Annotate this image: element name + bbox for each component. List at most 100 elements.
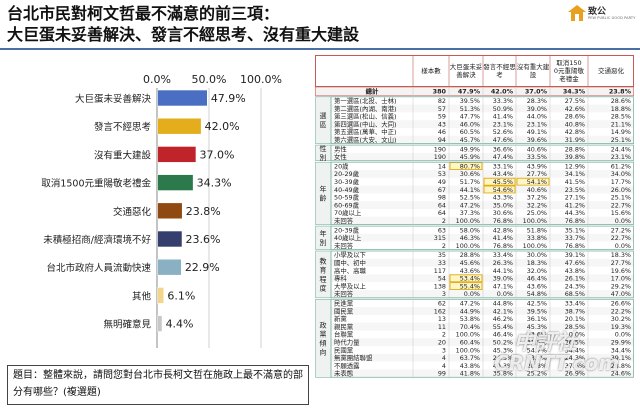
group-block: 第一選區(北投、士林) 82 39.5% 33.3% 28.3% 27.5% 28.6%第二… <box>315 96 634 144</box>
value-label: 6.1% <box>167 289 195 302</box>
group-label: 黨 <box>320 329 327 338</box>
table-row: 第三選區(松山、信義) 59 47.7% 41.4% 44.0% 28.6% 28.5% <box>331 112 634 121</box>
cell-value: 25.0% <box>527 209 547 217</box>
table-row: 未表態 99 41.8% 35.8% 25.2% 26.9% 24.6% <box>331 369 634 378</box>
cell-value: 45.7% <box>460 136 480 144</box>
cell-value: 39.1% <box>611 354 631 362</box>
cell-value: 44.3% <box>565 209 585 217</box>
cell-value: 28.3% <box>527 97 547 105</box>
table-row: 台聯黨 2 100.0% 46.4% 53.6% 0.0% 0.0% <box>331 330 634 339</box>
group-border <box>330 225 634 250</box>
cell-value: 39.5% <box>527 307 547 315</box>
cell-value: 27.5% <box>565 97 585 105</box>
cell-value: 45.9% <box>460 153 480 161</box>
highlight-box <box>449 274 483 283</box>
cell-value: 21.1% <box>611 120 631 128</box>
column-header: 設 <box>530 70 537 79</box>
cell-value: 29.2% <box>611 282 631 290</box>
cell-value: 39.6% <box>527 136 547 144</box>
bar <box>157 230 183 248</box>
row-bg <box>331 314 634 323</box>
cell-value: 162 <box>434 307 446 315</box>
row-label: 70歲以上 <box>334 208 362 217</box>
row-label: 30-39歲 <box>334 177 360 186</box>
question-text: 題目：整體來說，請問您對台北市長柯文哲在施政上最不滿意的部分有哪些？(複選題) <box>13 370 303 398</box>
cell-value: 29.9% <box>611 339 631 347</box>
table-row: 專科 54 53.4% 39.0% 46.4% 26.1% 17.0% <box>331 274 634 283</box>
row-bg <box>331 258 634 267</box>
cell-value: 46.2% <box>493 315 513 323</box>
cell-value: 31.5% <box>527 339 547 347</box>
cell-value: 30.0% <box>527 251 547 259</box>
cell-value: 50.2% <box>493 339 513 347</box>
cell-value: 46 <box>438 128 446 136</box>
row-bg <box>331 266 634 275</box>
cell-value: 54.8% <box>527 290 547 298</box>
cell-value: 41.2% <box>565 201 585 209</box>
row-bg <box>331 120 634 128</box>
group-border <box>330 298 634 378</box>
cell-value: 100.0% <box>523 242 547 250</box>
title-line-1: 台北市民對柯文哲最不滿意的前三項： <box>7 4 280 23</box>
group-label: 性 <box>320 144 327 153</box>
cell-value: 33.3% <box>493 97 513 105</box>
row-bg <box>331 322 634 331</box>
cell-value: 34.4% <box>565 346 585 354</box>
cell-value: 42.1% <box>493 307 513 315</box>
row-label: 40歲以上 <box>334 233 362 242</box>
table-row: 第四選區(中山、大同) 43 46.0% 23.1% 23.1% 40.8% 21.1% <box>331 119 634 128</box>
cell-value: 34.0% <box>611 170 631 178</box>
cell-value: 39.8% <box>565 153 585 161</box>
group-block: 民進黨 62 47.2% 44.8% 42.5% 33.4% 26.6% 國民黨 162 44.9… <box>315 298 634 378</box>
group-border <box>330 96 634 144</box>
cell-value: 47.0% <box>611 290 631 298</box>
cell-value: 28.5% <box>565 323 585 331</box>
category-label: 大巨蛋未妥善解決 <box>75 93 152 105</box>
category-label: 沒有重大建設 <box>94 149 152 161</box>
cell-value: 3 <box>442 290 446 298</box>
table-row: 男性 190 49.9% 36.6% 40.6% 28.8% 24.4% <box>331 144 634 153</box>
row-label: 20-29歲 <box>334 169 360 178</box>
group-label: 向 <box>320 347 327 356</box>
cell-value: 46.4% <box>527 275 547 283</box>
cell-value: 0.0% <box>569 331 585 339</box>
bar <box>157 202 183 220</box>
table-row: 高中、高職 117 43.6% 44.1% 32.0% 43.8% 19.6% <box>331 266 634 275</box>
cell-value: 2 <box>442 242 446 250</box>
cell-value: 54.1% <box>527 178 547 186</box>
row-bg <box>331 128 634 136</box>
group-label: 教 <box>320 256 327 265</box>
total-label: 總計 <box>366 87 379 96</box>
bar-chart: 0.0% 50.0% 100.0% 大巨蛋未妥善解決 47.9% 發言不經思考 42.0% 沒… <box>41 73 282 348</box>
title-line-2: 大巨蛋未妥善解決、發言不經思考、沒有重大建設 <box>7 25 360 44</box>
cell-value: 44.0% <box>527 113 547 121</box>
row-label: 未回答 <box>334 289 354 298</box>
cell-value: 43.4% <box>493 170 513 178</box>
cell-value: 315 <box>434 234 446 242</box>
logo-subtext: PEW PUBLIC GOOD PARTY <box>588 16 636 20</box>
category-label: 無明確意見 <box>103 319 151 331</box>
cell-value: 26.9% <box>565 370 585 378</box>
category-label: 未積極招商/經濟環境不好 <box>43 234 151 246</box>
group-block: 男性 190 49.9% 36.6% 40.6% 28.8% 24.4% 女性 190 45.9%… <box>315 144 634 162</box>
cell-value: 28.8% <box>460 251 480 259</box>
highlight-box <box>449 162 483 171</box>
category-label: 發言不經思考 <box>94 121 151 133</box>
cell-value: 24.3% <box>565 282 585 290</box>
table-row: 國中、初中 33 45.6% 26.3% 18.3% 47.6% 27.7% <box>331 258 634 267</box>
row-label: 第六選區(大安、文山) <box>334 135 397 144</box>
cell-value: 55.4% <box>460 282 480 290</box>
cell-value: 24.3% <box>565 354 585 362</box>
total-row: 總計 380 47.9% 42.0% 37.0% 34.3% 23.8% <box>315 87 634 97</box>
row-label: 未回答 <box>334 216 354 225</box>
cell-value: 43.9% <box>527 162 547 170</box>
row-label: 專科 <box>334 274 347 283</box>
cell-value: 23.1% <box>611 153 631 161</box>
row-label: 小學及以下 <box>334 250 367 259</box>
cell-value: 53.4% <box>460 275 480 283</box>
cell-value: 100.0% <box>523 217 547 225</box>
row-label: 民進黨 <box>334 299 354 308</box>
cell-value: 24.6% <box>611 370 631 378</box>
cell-value: 22.7% <box>611 234 631 242</box>
cell-value: 33.1% <box>493 162 513 170</box>
